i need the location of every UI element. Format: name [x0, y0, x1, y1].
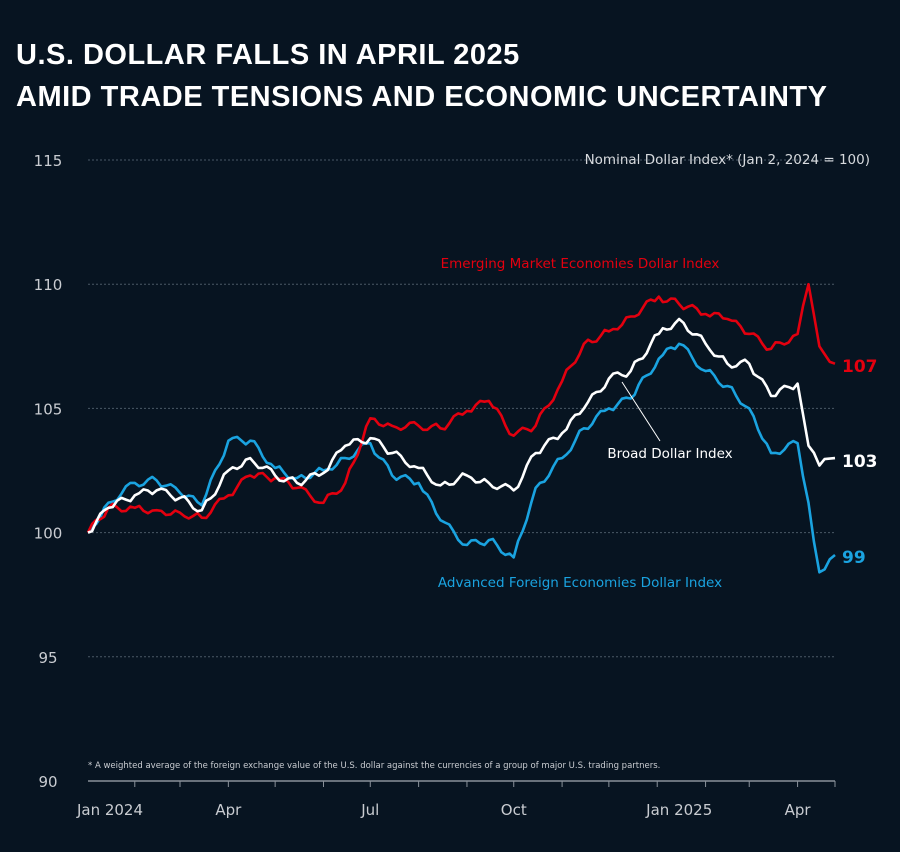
title-line-1: U.S. DOLLAR FALLS IN APRIL 2025 — [16, 39, 520, 71]
title-line-2: AMID TRADE TENSIONS AND ECONOMIC UNCERTA… — [16, 81, 828, 113]
y-tick-label: 115 — [34, 152, 63, 170]
x-tick-label: Jul — [360, 801, 379, 819]
broad-dollar-index-line — [87, 317, 836, 534]
legend-label-afe: Advanced Foreign Economies Dollar Index — [438, 575, 722, 591]
legend-label-eme: Emerging Market Economies Dollar Index — [441, 256, 720, 272]
broad-label-leader — [621, 381, 661, 442]
y-tick-label: 90 — [38, 773, 57, 791]
y-tick-label: 105 — [34, 400, 63, 418]
x-tick-label: Apr — [785, 801, 812, 819]
x-tick-label: Jan 2024 — [76, 801, 143, 819]
eme-dollar-index-line — [86, 282, 836, 534]
y-axis-label: Nominal Dollar Index* (Jan 2, 2024 = 100… — [585, 152, 870, 168]
x-tick-label: Oct — [501, 801, 527, 819]
legend-label-broad: Broad Dollar Index — [607, 446, 732, 462]
footnote: * A weighted average of the foreign exch… — [88, 761, 660, 771]
y-tick-label: 110 — [34, 276, 63, 294]
x-tick-label: Apr — [215, 801, 242, 819]
end-label-afe: 99 — [842, 548, 866, 568]
y-tick-label: 95 — [38, 649, 57, 667]
end-label-eme: 107 — [842, 357, 878, 377]
chart-title: U.S. DOLLAR FALLS IN APRIL 2025 AMID TRA… — [16, 34, 827, 118]
x-tick-label: Jan 2025 — [645, 801, 712, 819]
afe-dollar-index-line — [86, 342, 836, 574]
end-label-broad: 103 — [842, 452, 878, 472]
y-tick-label: 100 — [34, 525, 63, 543]
